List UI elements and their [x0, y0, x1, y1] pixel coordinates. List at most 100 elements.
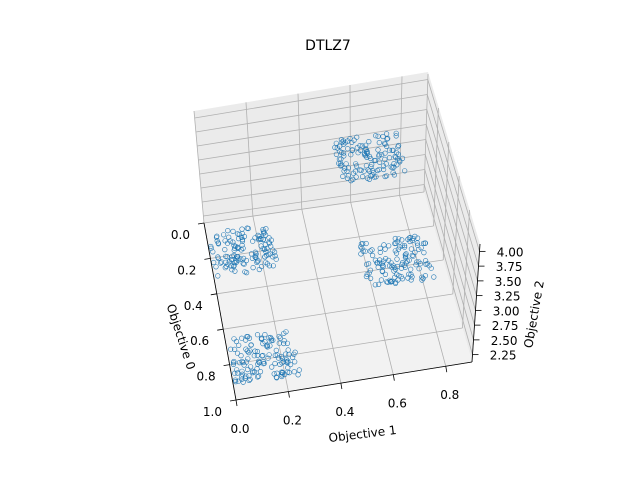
x-tick-label: 0.6	[190, 334, 209, 348]
z-tick-label: 3.75	[496, 260, 523, 274]
z-axis-label: Objective 2	[521, 279, 547, 349]
data-point	[222, 265, 228, 271]
data-point	[374, 167, 381, 174]
data-point	[246, 350, 252, 356]
data-point	[273, 347, 279, 354]
data-point	[380, 163, 387, 169]
data-point	[236, 342, 242, 348]
x-tick-label: 0.8	[197, 370, 216, 384]
data-point	[213, 264, 219, 270]
data-point	[290, 354, 296, 361]
data-point	[230, 361, 237, 368]
y-tick-label: 0.8	[440, 388, 459, 402]
data-point	[284, 357, 290, 363]
data-point	[353, 163, 360, 169]
data-point	[264, 245, 270, 251]
data-point	[243, 359, 250, 365]
data-point	[383, 256, 389, 262]
x-tick-label: 1.0	[203, 405, 222, 419]
floor-grid-line-x	[223, 293, 453, 330]
data-point	[264, 342, 270, 348]
data-point	[366, 139, 372, 145]
floor-grid-line-y	[301, 209, 342, 384]
data-point	[269, 364, 275, 370]
z-tick-label: 2.75	[492, 319, 519, 333]
data-point	[353, 161, 359, 167]
data-point	[242, 375, 248, 381]
data-point	[382, 150, 388, 156]
back-wall-grid-line-z	[195, 94, 428, 133]
data-point	[417, 261, 424, 267]
data-point	[239, 376, 245, 382]
x-tick-mark	[197, 222, 205, 225]
z-axis-line	[471, 243, 481, 363]
data-point	[256, 373, 262, 379]
data-point	[412, 249, 418, 255]
data-point	[234, 370, 241, 376]
data-point	[390, 170, 396, 176]
data-point	[392, 264, 398, 271]
data-point	[266, 352, 272, 358]
data-point	[254, 258, 260, 264]
data-point	[350, 170, 357, 176]
data-point	[412, 233, 418, 239]
data-point	[391, 161, 397, 167]
y-tick-label: 0.6	[388, 397, 407, 411]
data-point	[358, 244, 364, 250]
data-point	[272, 352, 278, 359]
side-wall-grid-line-z	[426, 109, 478, 281]
data-point	[364, 261, 370, 267]
data-point	[236, 231, 242, 238]
data-point	[372, 157, 379, 164]
back-wall-pane	[194, 72, 428, 223]
data-point	[426, 263, 432, 269]
data-point	[390, 147, 396, 153]
data-point	[239, 374, 245, 380]
data-point	[246, 335, 253, 341]
data-point	[260, 228, 267, 234]
data-point	[231, 263, 237, 270]
x-axis-line	[203, 222, 237, 401]
data-point	[349, 147, 355, 153]
back-wall-grid-line-z	[200, 154, 426, 189]
data-point	[345, 165, 352, 171]
data-point	[232, 346, 238, 353]
data-point	[414, 240, 420, 246]
data-point	[431, 274, 437, 280]
data-point	[248, 251, 255, 257]
data-point	[258, 236, 264, 242]
data-point	[354, 134, 360, 140]
data-point	[283, 351, 289, 357]
floor-grid-line-x	[203, 191, 425, 224]
side-wall-grid-line-z	[426, 94, 479, 267]
data-point	[406, 271, 412, 277]
data-point	[402, 254, 409, 261]
side-wall-grid-line-z	[423, 184, 473, 355]
data-point	[253, 255, 259, 261]
data-point	[387, 278, 394, 285]
data-point	[369, 247, 375, 253]
data-point	[392, 153, 398, 160]
data-point	[422, 273, 429, 279]
data-point	[284, 340, 291, 346]
data-point	[258, 243, 264, 249]
data-point	[288, 361, 294, 368]
data-point	[252, 348, 258, 354]
data-point	[267, 343, 273, 349]
back-wall-grid-line-z	[197, 109, 427, 147]
back-wall-grid-line-z	[194, 79, 428, 119]
data-point	[385, 135, 391, 142]
axis-edges	[203, 222, 481, 401]
side-wall-grid-line	[423, 73, 429, 193]
data-point	[228, 263, 234, 269]
data-point	[408, 266, 414, 272]
data-point	[372, 282, 378, 288]
data-point	[260, 359, 267, 365]
data-point	[229, 267, 235, 273]
data-point	[210, 249, 216, 255]
data-point	[376, 281, 382, 288]
data-point	[233, 258, 239, 264]
data-point	[359, 245, 365, 251]
data-point	[373, 174, 379, 180]
data-point	[397, 244, 403, 250]
